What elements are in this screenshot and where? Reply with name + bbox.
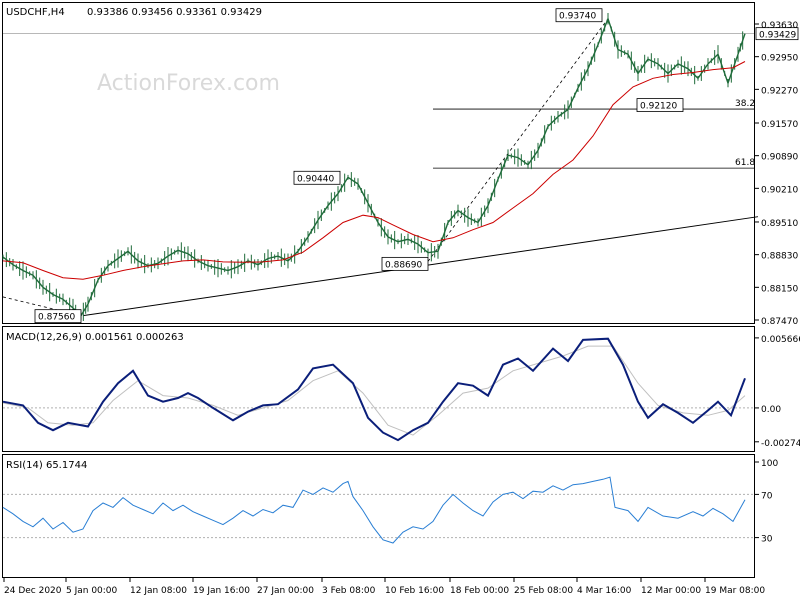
rsi-panel-frame	[2, 454, 755, 578]
price-tick-label: 0.88150	[761, 284, 798, 294]
annotation-label: 0.88690	[385, 260, 422, 270]
sma-line	[2, 61, 746, 280]
x-tick-label: 10 Feb 16:00	[385, 586, 444, 596]
annotation-box	[34, 309, 82, 324]
rsi-label: RSI(14) 65.1744	[6, 460, 87, 471]
price-tick-label: 0.91570	[761, 120, 798, 130]
rsi-tick-label: 30	[761, 535, 773, 545]
x-tick-label: 25 Feb 08:00	[514, 586, 573, 596]
macd-panel-frame	[2, 326, 755, 452]
annotation-box	[381, 256, 429, 271]
price-tick-label: 0.93630	[761, 21, 798, 31]
annotation-box	[555, 8, 603, 23]
price-layer: 38.2 61.8 0.93740 0.92120 0.90440 0.88690 0.87…	[2, 8, 759, 324]
annotation-box	[293, 170, 341, 185]
dashed-projection-line	[427, 18, 609, 262]
x-tick-label: 4 Mar 16:00	[577, 586, 632, 596]
ohlc-label: 0.93386 0.93456 0.93361 0.93429	[87, 7, 262, 18]
annotation-box	[636, 98, 684, 112]
axis-layer: 0.93630 0.92950 0.92270 0.91570 0.90890 0.902…	[3, 21, 800, 596]
price-tick-label: 0.90210	[761, 185, 798, 195]
x-tick-label: 18 Feb 00:00	[450, 586, 509, 596]
price-tick-label: 0.92270	[761, 86, 798, 96]
last-price-box	[755, 27, 799, 41]
x-tick-label: 5 Jan 00:00	[66, 586, 118, 596]
rsi-tick-label: 70	[761, 491, 773, 501]
x-tick-label: 19 Jan 16:00	[193, 586, 250, 596]
x-tick-label: 12 Mar 00:00	[641, 586, 701, 596]
watermark: ActionForex.com	[97, 71, 280, 96]
annotation-label: 0.90440	[297, 174, 334, 184]
annotation-label: 0.92120	[640, 102, 677, 112]
price-tick-label: 0.88830	[761, 252, 798, 262]
macd-tick-label: 0.005666	[761, 335, 800, 345]
macd-label: MACD(12,26,9) 0.001561 0.000263	[6, 332, 184, 343]
fib-label: 61.8	[735, 158, 755, 168]
x-tick-label: 19 Mar 08:00	[705, 586, 765, 596]
annotation-label: 0.93740	[559, 12, 596, 22]
symbol-label: USDCHF,H4	[6, 7, 65, 18]
x-tick-label: 24 Dec 2020	[4, 586, 62, 596]
rsi-layer	[2, 476, 754, 544]
macd-signal-line	[2, 345, 746, 436]
macd-layer	[2, 337, 754, 442]
macd-tick-label: 0.00	[761, 405, 781, 415]
price-tick-label: 0.92950	[761, 54, 798, 64]
price-line	[2, 16, 746, 317]
price-panel-frame	[2, 2, 755, 324]
price-tick-label: 0.87470	[761, 317, 798, 327]
price-tick-label: 0.89510	[761, 219, 798, 229]
rsi-line	[2, 476, 746, 544]
price-tick-label: 0.90890	[761, 153, 798, 163]
macd-line	[2, 337, 746, 442]
rsi-tick-label: 100	[761, 459, 778, 469]
x-tick-label: 27 Jan 00:00	[257, 586, 314, 596]
x-tick-label: 3 Feb 08:00	[322, 586, 376, 596]
fib-label: 38.2	[735, 99, 755, 109]
annotation-label: 0.87560	[38, 313, 75, 323]
x-tick-label: 12 Jan 08:00	[130, 586, 187, 596]
last-price-label: 0.93429	[759, 31, 796, 41]
